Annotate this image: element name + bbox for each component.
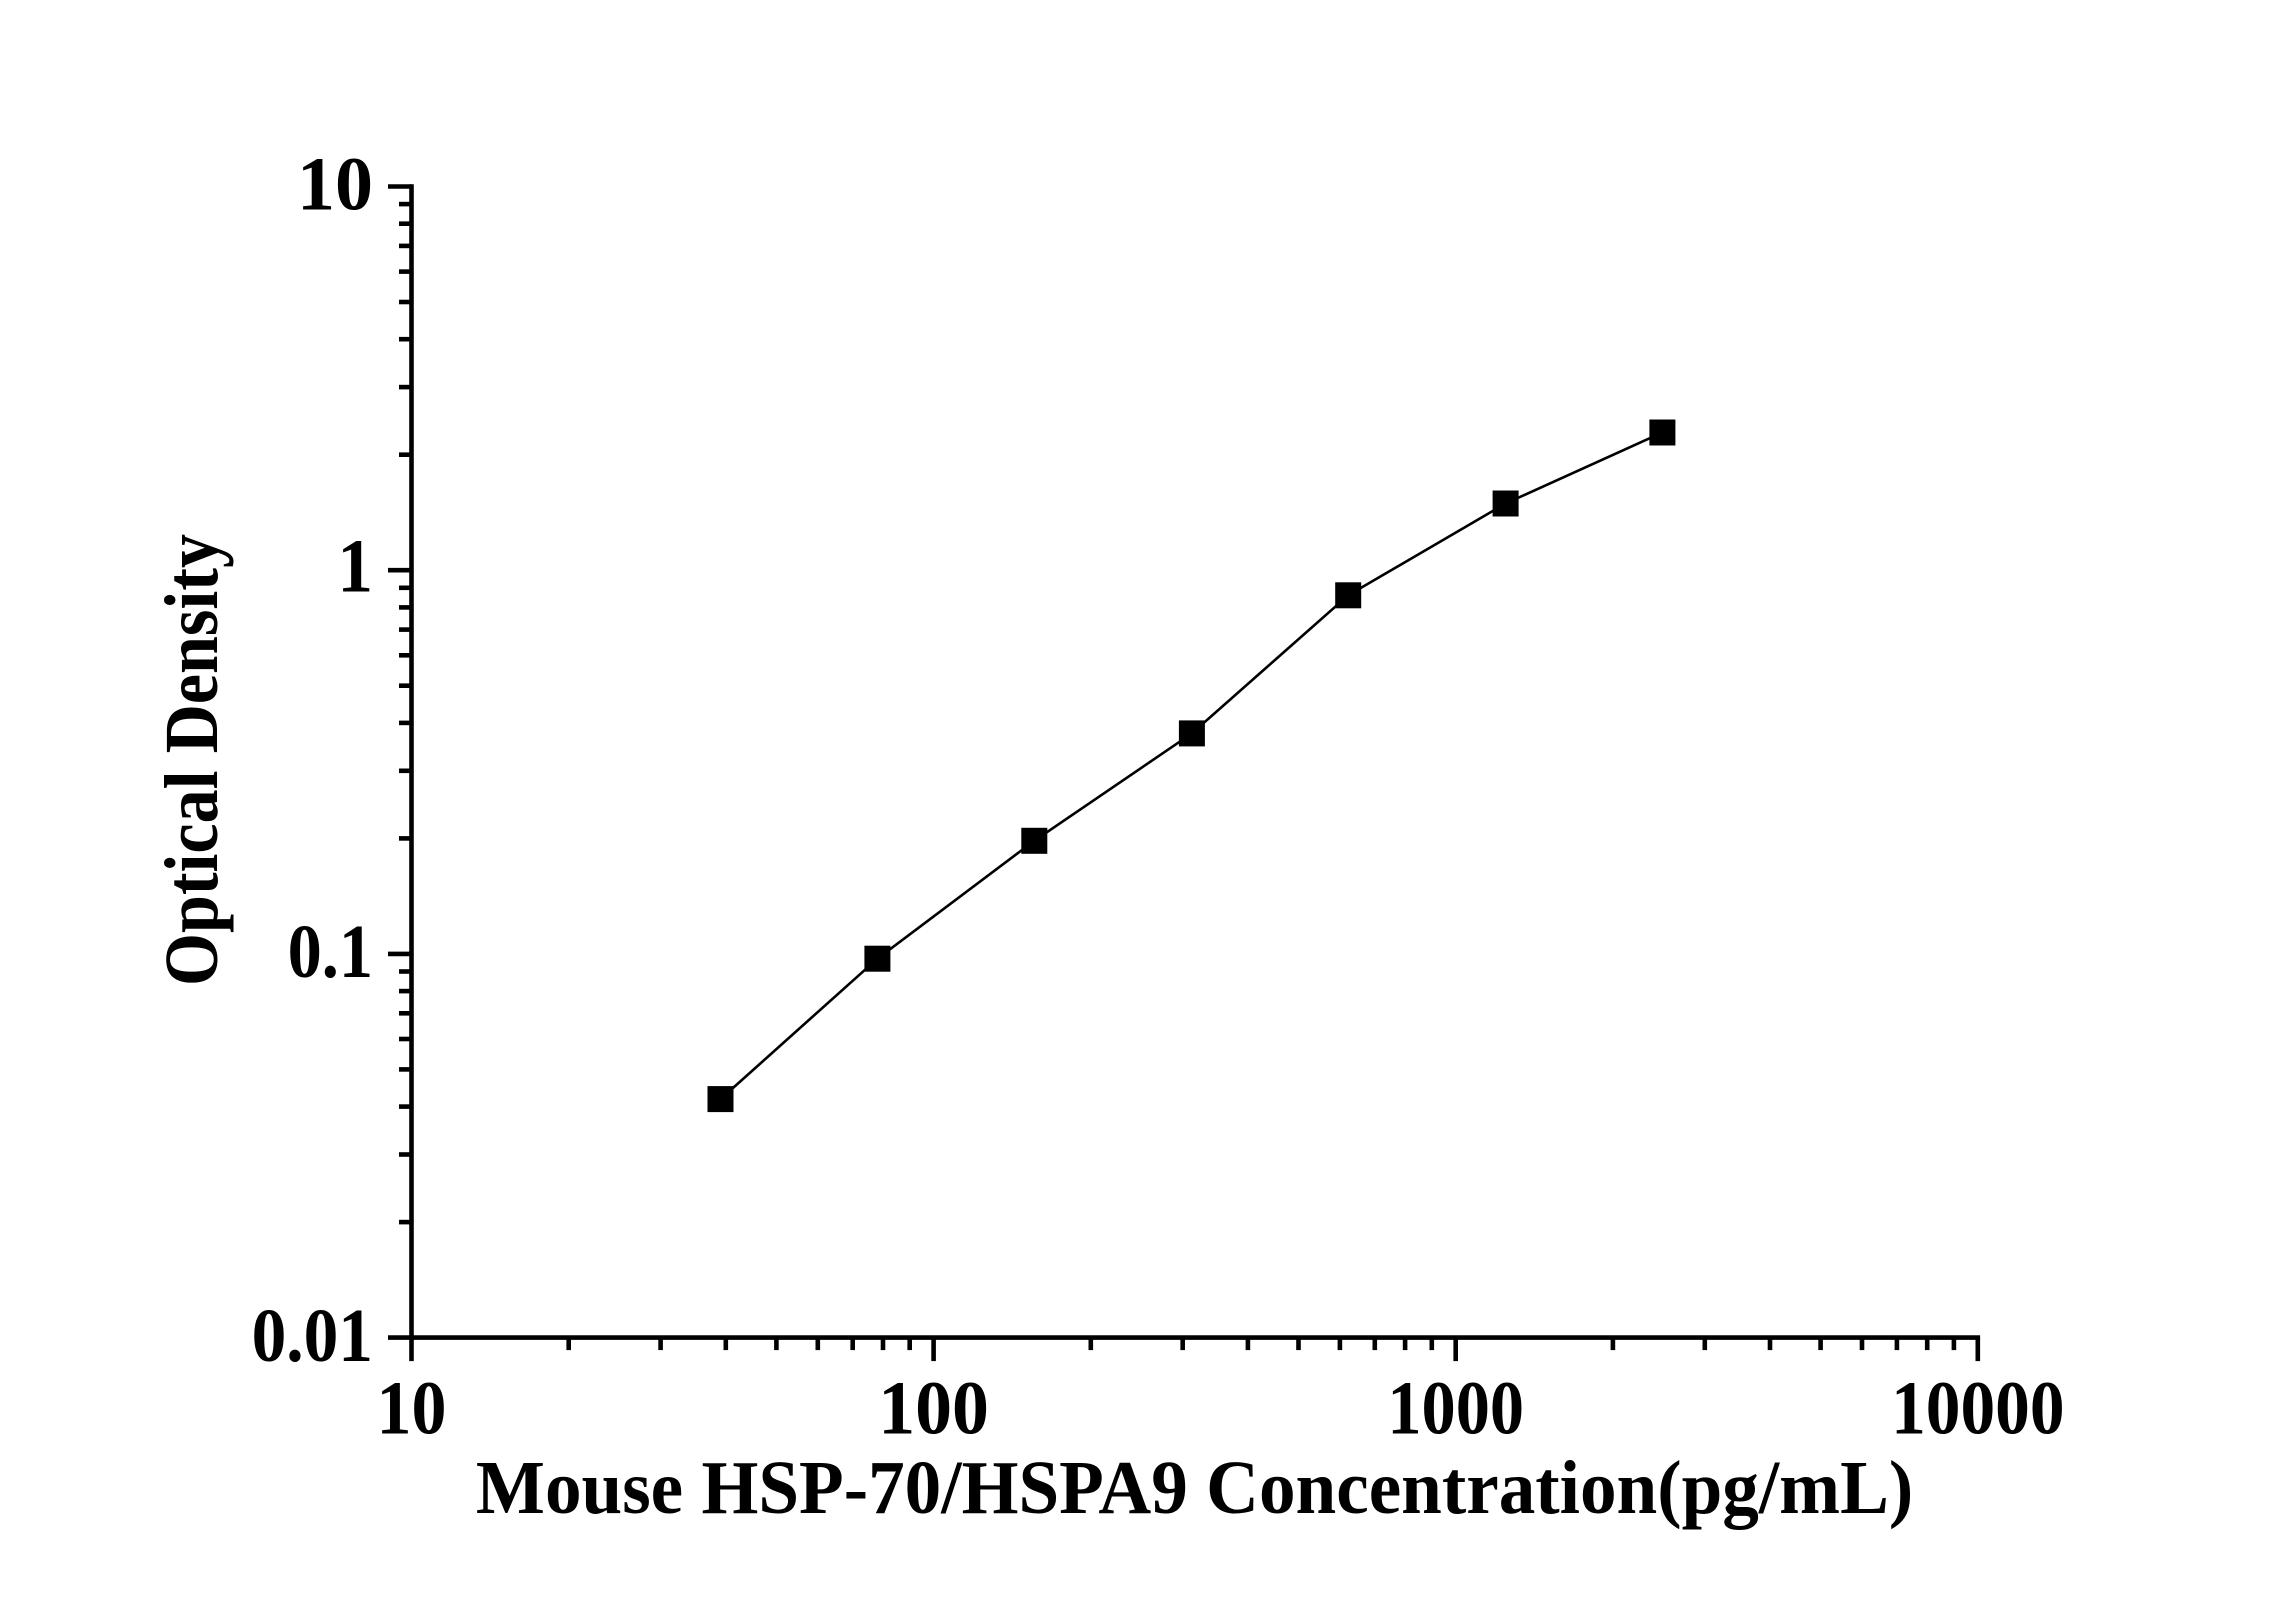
svg-text:1000: 1000 xyxy=(1387,1367,1524,1451)
svg-text:0.1: 0.1 xyxy=(288,910,373,994)
svg-text:Optical Density: Optical Density xyxy=(150,534,234,986)
svg-text:10: 10 xyxy=(377,1367,447,1451)
svg-text:1: 1 xyxy=(337,525,373,609)
svg-text:10: 10 xyxy=(297,142,373,226)
svg-text:Mouse HSP-70/HSPA9 Concentrati: Mouse HSP-70/HSPA9 Concentration(pg/mL) xyxy=(476,1446,1913,1530)
svg-text:100: 100 xyxy=(878,1367,989,1451)
svg-text:0.01: 0.01 xyxy=(252,1294,373,1378)
svg-text:10000: 10000 xyxy=(1891,1367,2064,1451)
